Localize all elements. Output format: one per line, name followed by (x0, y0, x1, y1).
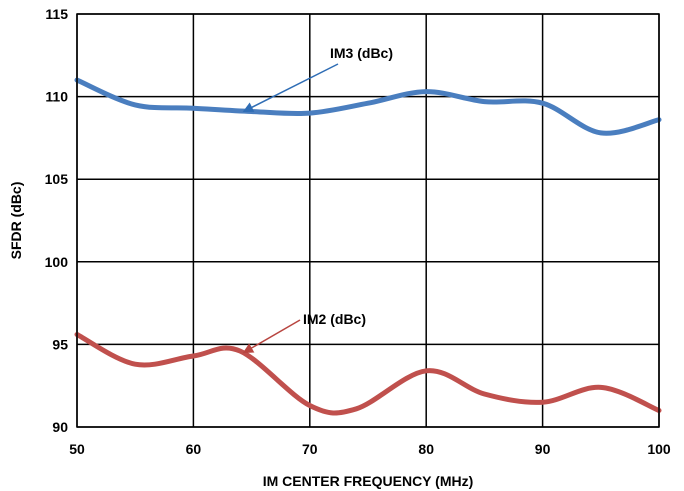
x-axis-title: IM CENTER FREQUENCY (MHz) (263, 473, 474, 489)
x-tick-label: 60 (186, 441, 202, 457)
series-line-im2 (74, 332, 662, 416)
x-tick-label: 80 (418, 441, 434, 457)
plot-area-frame (76, 13, 660, 428)
x-tick-label: 50 (69, 441, 85, 457)
annotation-layer: IM3 (dBc) IM2 (dBc) (242, 45, 393, 354)
y-tick-label: 90 (52, 419, 68, 435)
annotation-label-im3: IM3 (dBc) (330, 45, 393, 61)
annotation-arrow-im3 (242, 63, 339, 113)
series-layer (74, 77, 662, 416)
y-axis-title: SFDR (dBc) (8, 182, 24, 260)
series-line-im3 (74, 77, 662, 136)
tick-labels: 50 60 70 80 90 100 90 95 100 105 110 115 (45, 6, 671, 457)
annotation-arrow-im2 (242, 319, 301, 354)
y-tick-label: 115 (45, 6, 68, 22)
x-tick-label: 70 (302, 441, 318, 457)
y-tick-label: 110 (45, 89, 68, 105)
y-tick-label: 95 (52, 336, 68, 352)
x-tick-label: 100 (647, 441, 671, 457)
y-tick-label: 100 (45, 254, 69, 270)
grid-lines (76, 13, 660, 428)
annotation-label-im2: IM2 (dBc) (303, 311, 366, 327)
y-tick-label: 105 (45, 171, 69, 187)
x-tick-label: 90 (535, 441, 551, 457)
